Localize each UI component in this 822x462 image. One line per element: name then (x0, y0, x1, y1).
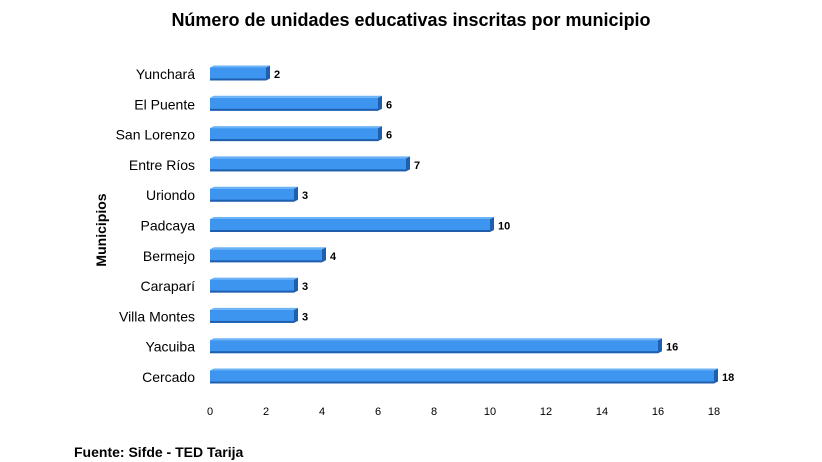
bar (210, 188, 294, 202)
data-label: 7 (414, 160, 420, 172)
bar (210, 370, 714, 384)
bar-top (210, 65, 270, 68)
bar-edge (210, 230, 490, 232)
bar-side (378, 126, 382, 142)
x-tick-label: 12 (540, 406, 552, 418)
data-label: 3 (302, 190, 308, 202)
bar (210, 67, 266, 81)
data-label: 6 (386, 130, 392, 142)
category-label: Yacuiba (145, 339, 195, 355)
bars (210, 65, 718, 384)
category-label: Villa Montes (119, 308, 195, 324)
x-tick-label: 2 (263, 406, 269, 418)
data-label: 3 (302, 281, 308, 293)
x-tick-label: 16 (652, 406, 664, 418)
bar-edge (210, 290, 294, 293)
bar-top (210, 338, 662, 341)
x-tick-label: 14 (596, 406, 608, 418)
category-label: Padcaya (141, 218, 196, 234)
chart-title: Número de unidades educativas inscritas … (171, 10, 651, 30)
category-label: Caraparí (141, 278, 196, 294)
bar-side (378, 95, 382, 111)
bar-top (210, 156, 410, 159)
bar-edge (210, 351, 658, 354)
bar-top (210, 307, 298, 310)
bar-side (266, 65, 270, 81)
data-label: 2 (274, 69, 280, 81)
bar-edge (210, 169, 406, 172)
category-label: El Puente (134, 96, 195, 112)
category-label: San Lorenzo (116, 127, 196, 143)
data-labels: 2 6 6 7 3 10 4 3 3 16 18 (274, 69, 734, 384)
bar-edge (210, 108, 378, 111)
bar (210, 97, 378, 111)
y-axis-label-group: Municipios (93, 193, 109, 266)
x-tick-label: 8 (431, 406, 437, 418)
bar (210, 340, 658, 354)
bar (210, 249, 322, 263)
bar-side (658, 338, 662, 354)
category-label: Uriondo (146, 187, 195, 203)
bar-edge (210, 260, 322, 263)
data-label: 18 (722, 372, 734, 384)
category-labels: Yunchará El Puente San Lorenzo Entre Ríos Ur… (116, 66, 196, 385)
bar (210, 128, 378, 142)
bar-side (294, 186, 298, 202)
bar-edge (210, 139, 378, 142)
bar-side (294, 307, 298, 323)
x-tick-label: 6 (375, 406, 381, 418)
y-axis-label: Municipios (93, 193, 109, 266)
bar-top (210, 126, 382, 129)
source-note: Fuente: Sifde - TED Tarija (74, 444, 244, 460)
data-label: 6 (386, 99, 392, 111)
bar-top (210, 368, 718, 371)
category-label: Bermejo (143, 248, 195, 264)
x-tick-label: 0 (207, 406, 213, 418)
bar (210, 309, 294, 323)
bar-side (714, 368, 718, 384)
data-label: 10 (498, 221, 510, 233)
x-tick-label: 4 (319, 406, 325, 418)
bar-top (210, 95, 382, 98)
x-tick-label: 10 (484, 406, 496, 418)
bar-edge (210, 78, 266, 81)
bar-edge (210, 381, 714, 384)
bar-top (210, 277, 298, 280)
category-label: Entre Ríos (129, 157, 195, 173)
bar-top (210, 186, 298, 189)
bar-top (210, 247, 326, 250)
bar-side (406, 156, 410, 172)
data-label: 3 (302, 311, 308, 323)
bar-top (210, 217, 494, 219)
bar-side (322, 247, 326, 263)
bar-side (490, 217, 494, 232)
category-label: Yunchará (136, 66, 195, 82)
bar-side (294, 277, 298, 293)
bar (210, 158, 406, 172)
x-tick-label: 18 (708, 406, 720, 418)
bar (210, 279, 294, 293)
bar (210, 219, 490, 232)
data-label: 16 (666, 342, 678, 354)
bar-edge (210, 320, 294, 323)
data-label: 4 (330, 251, 337, 263)
bar-edge (210, 199, 294, 202)
category-label: Cercado (142, 369, 195, 385)
x-tick-labels: 0 2 4 6 8 10 12 14 16 18 (207, 406, 720, 418)
